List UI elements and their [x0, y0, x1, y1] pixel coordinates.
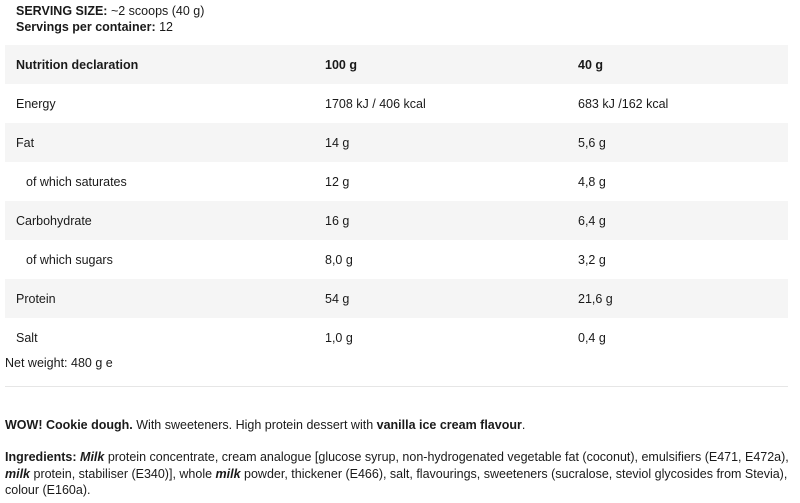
value-per-100g: 8,0 g: [325, 252, 353, 267]
nutrient-name: Protein: [5, 279, 325, 318]
table-row: Protein 54 g 21,6 g: [5, 279, 788, 318]
nutrient-name: Fat: [5, 123, 325, 162]
value-per-100g: 54 g: [325, 279, 578, 318]
nutrient-name: Energy: [16, 96, 56, 111]
table-row: Salt 1,0 g 0,4 g: [5, 318, 788, 357]
value-per-40g: 0,4 g: [578, 330, 606, 345]
header-cell: 100 g: [325, 45, 578, 84]
value-per-40g: 21,6 g: [578, 279, 788, 318]
value-per-40g: 6,4 g: [578, 201, 788, 240]
value-per-100g: 1708 kJ / 406 kcal: [325, 96, 426, 111]
nutrient-name: of which sugars: [26, 252, 113, 267]
table-header: Nutrition declaration 100 g 40 g: [5, 45, 788, 84]
nutrient-name: of which saturates: [26, 174, 127, 189]
net-weight: Net weight: 480 g e: [5, 356, 113, 370]
header-cell: Nutrition declaration: [5, 45, 325, 84]
nutrient-name: Salt: [16, 330, 38, 345]
value-per-100g: 12 g: [325, 174, 350, 189]
table-row: Energy 1708 kJ / 406 kcal 683 kJ /162 kcal: [5, 84, 788, 123]
table-row: of which saturates 12 g 4,8 g: [5, 162, 788, 201]
value-per-100g: 16 g: [325, 201, 578, 240]
ingredients: Ingredients: Milk protein concentrate, c…: [5, 450, 789, 497]
value-per-40g: 5,6 g: [578, 123, 788, 162]
nutrient-name: Carbohydrate: [5, 201, 325, 240]
value-per-40g: 3,2 g: [578, 252, 606, 267]
product-description: WOW! Cookie dough. With sweeteners. High…: [5, 418, 526, 432]
nutrition-table: Nutrition declaration 100 g 40 g Energy 1…: [5, 45, 788, 357]
header-cell: 40 g: [578, 45, 788, 84]
divider: [5, 386, 788, 387]
value-per-40g: 683 kJ /162 kcal: [578, 96, 669, 111]
serving-size: SERVING SIZE: ~2 scoops (40 g): [16, 4, 205, 18]
table-row: of which sugars 8,0 g 3,2 g: [5, 240, 788, 279]
servings-per-container: Servings per container: 12: [16, 20, 174, 34]
serving-info: SERVING SIZE: ~2 scoops (40 g) Servings …: [16, 3, 204, 35]
table-row: Fat 14 g 5,6 g: [5, 123, 788, 162]
value-per-40g: 4,8 g: [578, 174, 606, 189]
value-per-100g: 1,0 g: [325, 330, 353, 345]
table-row: Carbohydrate 16 g 6,4 g: [5, 201, 788, 240]
value-per-100g: 14 g: [325, 123, 578, 162]
